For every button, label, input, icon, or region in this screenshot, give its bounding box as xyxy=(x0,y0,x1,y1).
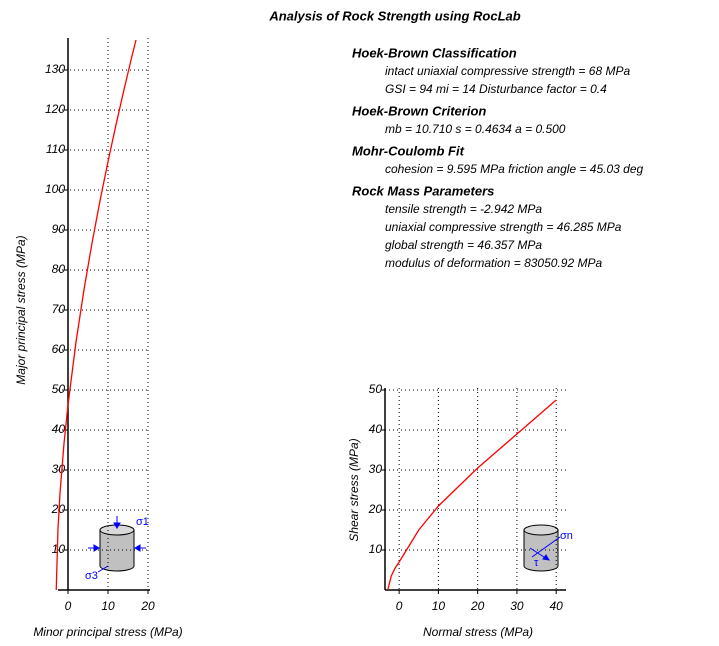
section-heading: Hoek-Brown Classification xyxy=(352,45,517,60)
y-tick-label: 10 xyxy=(369,542,383,556)
info-line: global strength = 46.357 MPa xyxy=(385,238,542,252)
y-tick-label: 20 xyxy=(51,502,66,516)
section-heading: Mohr-Coulomb Fit xyxy=(352,143,465,158)
y-tick-label: 120 xyxy=(45,102,65,116)
y-tick-label: 10 xyxy=(52,542,66,556)
y-tick-label: 100 xyxy=(45,182,65,196)
shear-icon xyxy=(523,524,561,572)
x-tick-label: 10 xyxy=(432,599,446,613)
info-line: mb = 10.710 s = 0.4634 a = 0.500 xyxy=(385,122,566,136)
x-tick-label: 0 xyxy=(396,599,403,613)
icon-label: σn xyxy=(560,530,573,542)
y-tick-label: 30 xyxy=(369,462,383,476)
info-line: tensile strength = -2.942 MPa xyxy=(385,202,542,216)
section-heading: Hoek-Brown Criterion xyxy=(352,103,486,118)
y-tick-label: 40 xyxy=(369,422,383,436)
strength-curve xyxy=(55,39,137,591)
info-line: GSI = 94 mi = 14 Disturbance factor = 0.… xyxy=(385,82,607,96)
y-tick-label: 90 xyxy=(52,222,66,236)
icon-label: σ1 xyxy=(136,516,149,528)
x-tick-label: 10 xyxy=(101,599,115,613)
triaxial-icon xyxy=(88,516,146,573)
y-tick-label: 20 xyxy=(368,502,383,516)
info-line: modulus of deformation = 83050.92 MPa xyxy=(385,256,602,270)
x-tick-label: 20 xyxy=(470,599,485,613)
info-line: cohesion = 9.595 MPa friction angle = 45… xyxy=(385,162,644,176)
y-tick-label: 30 xyxy=(52,462,66,476)
icon-label: τ xyxy=(534,557,539,569)
y-axis-label: Shear stress (MPa) xyxy=(347,438,361,541)
y-tick-label: 40 xyxy=(52,422,66,436)
y-tick-label: 50 xyxy=(52,382,66,396)
page-title: Analysis of Rock Strength using RocLab xyxy=(268,8,520,23)
x-axis-label: Minor principal stress (MPa) xyxy=(33,625,182,639)
info-line: uniaxial compressive strength = 46.285 M… xyxy=(385,220,622,234)
section-heading: Rock Mass Parameters xyxy=(352,183,494,198)
x-tick-label: 40 xyxy=(550,599,564,613)
icon-label: σ3 xyxy=(85,570,98,582)
x-tick-label: 0 xyxy=(65,599,72,613)
info-line: intact uniaxial compressive strength = 6… xyxy=(385,64,630,78)
x-tick-label: 20 xyxy=(140,599,155,613)
y-tick-label: 130 xyxy=(45,62,65,76)
x-axis-label: Normal stress (MPa) xyxy=(423,625,533,639)
y-tick-label: 60 xyxy=(52,342,66,356)
strength-curve xyxy=(387,399,557,591)
y-axis-label: Major principal stress (MPa) xyxy=(14,235,28,384)
y-tick-label: 50 xyxy=(369,382,383,396)
x-tick-label: 30 xyxy=(510,599,524,613)
y-tick-label: 110 xyxy=(46,142,65,156)
y-tick-label: 80 xyxy=(52,262,66,276)
y-tick-label: 70 xyxy=(52,302,66,316)
